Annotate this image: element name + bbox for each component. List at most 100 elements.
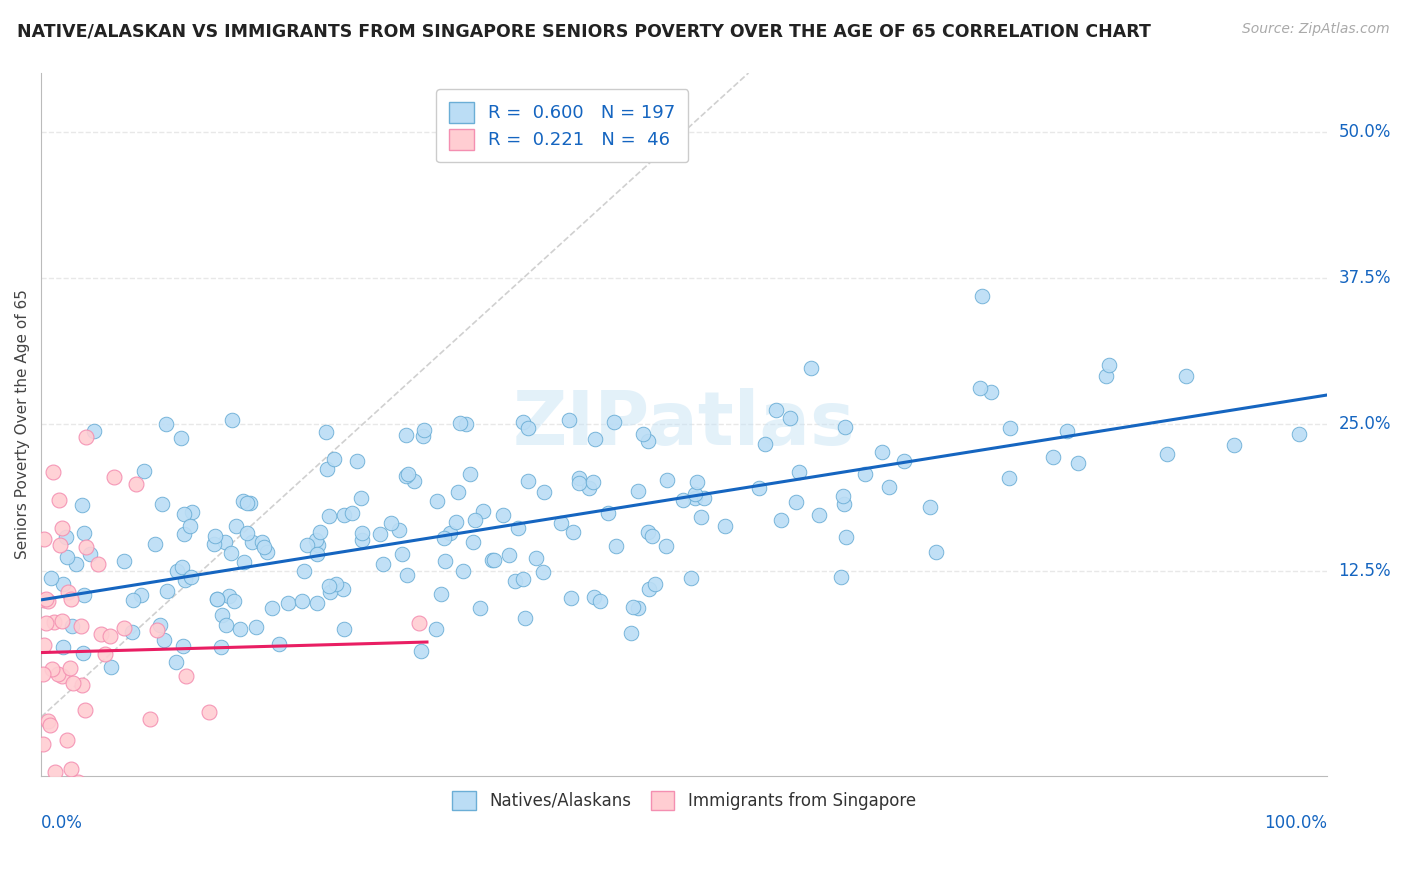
Point <box>550 516 572 530</box>
Point <box>562 525 585 540</box>
Point <box>693 491 716 506</box>
Point <box>315 425 337 439</box>
Point <box>333 508 356 522</box>
Point <box>641 529 664 543</box>
Point <box>560 591 582 605</box>
Point <box>233 556 256 570</box>
Point <box>754 437 776 451</box>
Point <box>202 536 225 550</box>
Point <box>179 519 201 533</box>
Point <box>380 516 402 530</box>
Point <box>245 620 267 634</box>
Point <box>34 592 56 607</box>
Point <box>32 667 55 681</box>
Point <box>72 678 94 692</box>
Point <box>46 667 69 681</box>
Point <box>657 473 679 487</box>
Point <box>149 618 172 632</box>
Point <box>1056 424 1078 438</box>
Point <box>39 718 62 732</box>
Point <box>834 419 856 434</box>
Point <box>689 510 711 524</box>
Point <box>835 530 858 544</box>
Point <box>350 533 373 547</box>
Point <box>52 577 75 591</box>
Point <box>446 516 468 530</box>
Point <box>1095 369 1118 384</box>
Point <box>451 565 474 579</box>
Point <box>60 592 83 607</box>
Point <box>1222 438 1244 452</box>
Text: 50.0%: 50.0% <box>1339 122 1391 141</box>
Point <box>44 765 66 780</box>
Point <box>112 621 135 635</box>
Point <box>41 466 63 480</box>
Point <box>316 461 339 475</box>
Point <box>62 675 84 690</box>
Point <box>325 577 347 591</box>
Point <box>637 525 659 540</box>
Point <box>93 647 115 661</box>
Point <box>583 432 606 446</box>
Point <box>305 533 328 548</box>
Point <box>59 763 82 777</box>
Point <box>323 451 346 466</box>
Legend: Natives/Alaskans, Immigrants from Singapore: Natives/Alaskans, Immigrants from Singap… <box>443 780 927 820</box>
Point <box>225 519 247 533</box>
Point <box>173 507 195 521</box>
Point <box>73 588 96 602</box>
Point <box>215 618 238 632</box>
Point <box>1098 358 1121 372</box>
Point <box>252 540 274 554</box>
Point <box>463 535 485 549</box>
Point <box>240 535 263 549</box>
Point <box>439 526 461 541</box>
Point <box>412 429 434 443</box>
Point <box>589 594 612 608</box>
Point <box>686 475 709 489</box>
Point <box>56 585 79 599</box>
Point <box>408 615 430 630</box>
Point <box>980 385 1002 400</box>
Point <box>368 527 391 541</box>
Point <box>170 431 193 445</box>
Point <box>65 558 87 572</box>
Point <box>198 706 221 720</box>
Point <box>79 547 101 561</box>
Point <box>638 582 661 596</box>
Point <box>371 558 394 572</box>
Point <box>395 469 418 483</box>
Point <box>156 583 179 598</box>
Point <box>204 529 226 543</box>
Point <box>468 601 491 615</box>
Point <box>229 622 252 636</box>
Point <box>35 615 58 630</box>
Point <box>180 570 202 584</box>
Point <box>86 557 108 571</box>
Point <box>318 585 340 599</box>
Point <box>129 588 152 602</box>
Point <box>232 493 254 508</box>
Point <box>236 525 259 540</box>
Point <box>832 497 855 511</box>
Point <box>52 640 75 654</box>
Point <box>239 496 262 510</box>
Point <box>512 572 534 586</box>
Point <box>125 476 148 491</box>
Point <box>434 554 457 568</box>
Point <box>150 497 173 511</box>
Point <box>808 508 831 522</box>
Point <box>855 467 877 482</box>
Point <box>66 797 89 811</box>
Point <box>267 637 290 651</box>
Point <box>145 537 167 551</box>
Point <box>350 525 373 540</box>
Point <box>98 629 121 643</box>
Point <box>596 506 619 520</box>
Point <box>56 883 79 892</box>
Point <box>260 600 283 615</box>
Point <box>73 703 96 717</box>
Point <box>683 487 706 501</box>
Point <box>219 546 242 560</box>
Point <box>51 669 73 683</box>
